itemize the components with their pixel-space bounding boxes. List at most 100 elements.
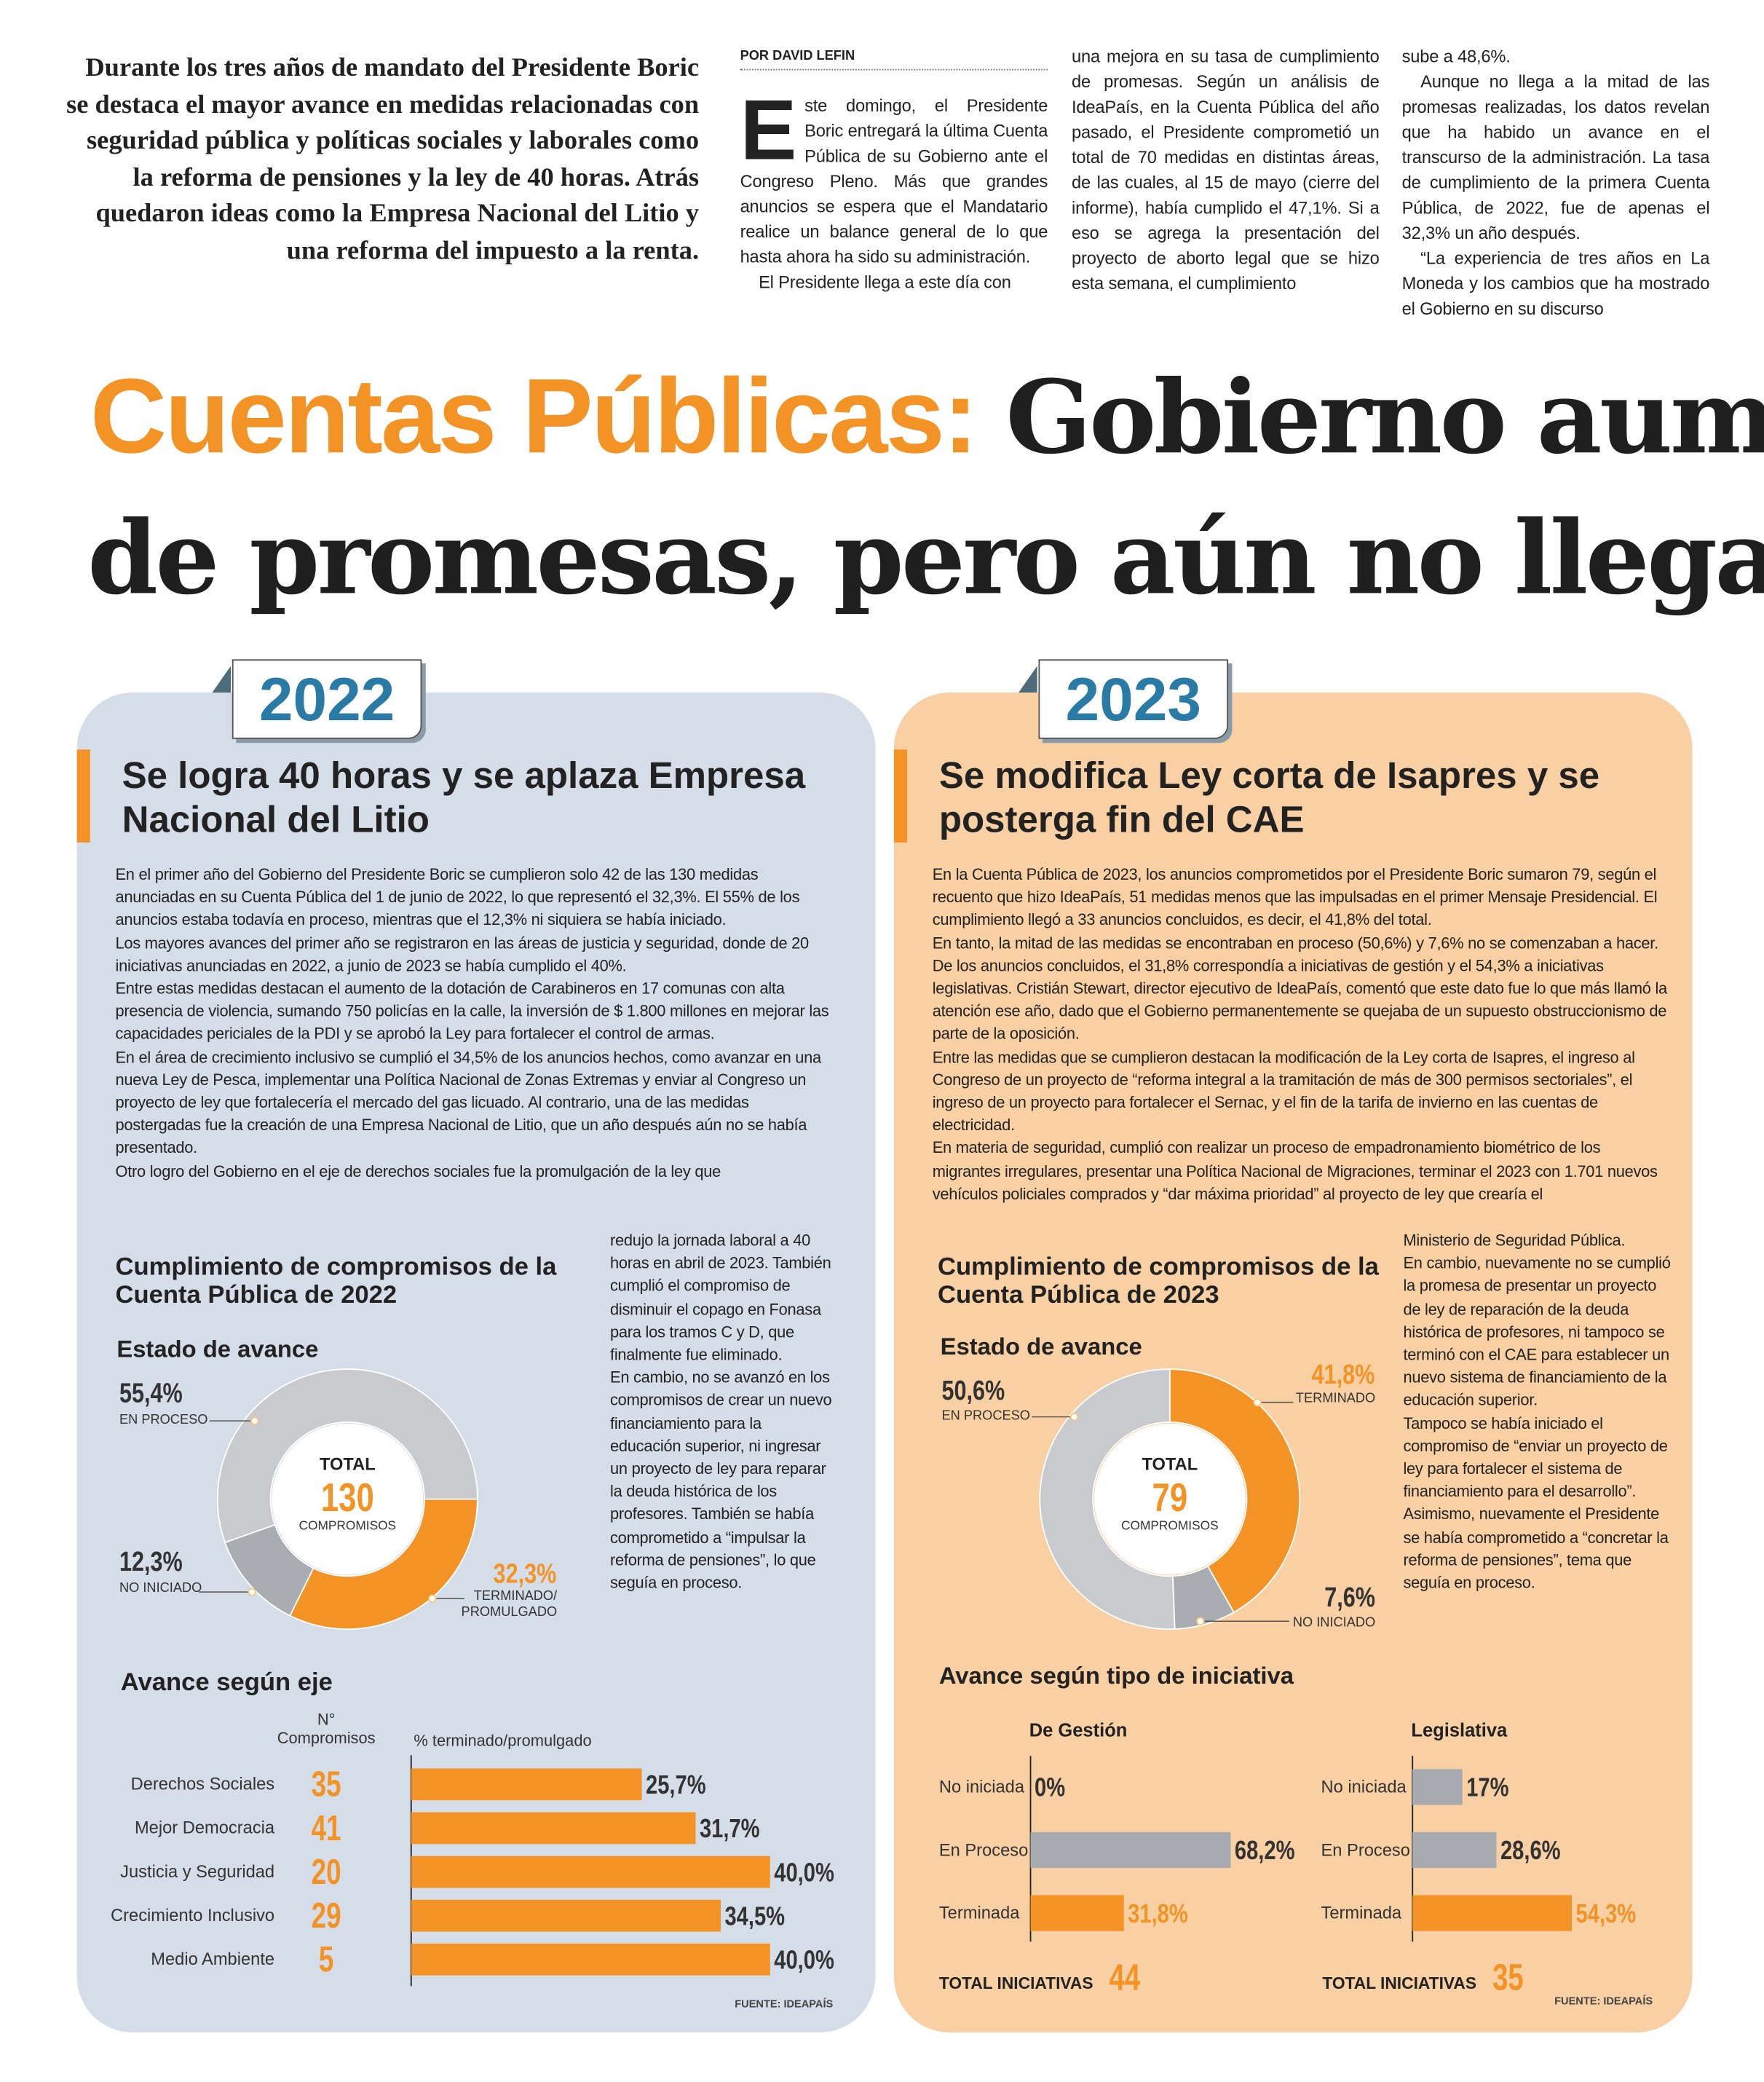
article-column: sube a 48,6%. Aunque no llega a la mitad … (1402, 44, 1710, 321)
value-label: 32,3% (371, 1560, 557, 1589)
accent-bar (893, 749, 908, 843)
bar (411, 1899, 721, 1932)
value-label-text: 12,3% (119, 1547, 183, 1578)
bar (411, 1943, 770, 1976)
total-unit: COMPROMISOS (1121, 1518, 1219, 1533)
bar (1030, 1895, 1124, 1931)
year-tab-fold (212, 666, 231, 693)
leader-dot (250, 1416, 259, 1425)
year-label: 2022 (232, 659, 422, 739)
paragraph: En cambio, nuevamente no se cumplió la p… (1403, 1253, 1671, 1410)
chart-subtitle: Estado de avance (116, 1336, 319, 1363)
chart-title: Avance según eje (120, 1668, 333, 1697)
section-title: Avance según tipo de iniciativa (938, 1662, 1294, 1689)
panel-sidebar: Ministerio de Seguridad Pública. En cambi… (1403, 1230, 1671, 1595)
total-label: TOTAL (1142, 1456, 1198, 1475)
count-value: 29 (312, 1896, 341, 1936)
paragraph: En la Cuenta Pública de 2023, los anunci… (932, 864, 1658, 930)
headline-text: Gobierno aum (1005, 358, 1764, 477)
series-header: % terminado/promulgado (414, 1731, 592, 1750)
headline-highlight: Cuentas Públicas: (90, 357, 978, 476)
chart-title: Cumplimiento de compromisos de la Cuenta… (938, 1253, 1379, 1310)
leader-dot (1070, 1413, 1079, 1421)
category-label: Mejor Democracia (134, 1817, 275, 1838)
value-label: 25,7% (646, 1770, 706, 1799)
bar (411, 1856, 770, 1888)
year-tab-fold (1019, 666, 1037, 693)
category-label: TERMINADO/ PROMULGADO (461, 1589, 558, 1620)
panel-heading: Se logra 40 horas y se aplaza Empresa Na… (122, 754, 806, 840)
chart-title: Cumplimiento de compromisos de la Cuenta… (115, 1253, 557, 1310)
category-label: En Proceso (938, 1839, 1029, 1860)
accent-bar (76, 749, 90, 843)
paragraph: En el primer año del Gobierno del Presid… (115, 864, 800, 930)
category-label: Medio Ambiente (151, 1949, 275, 1969)
value-label: 31,8% (1128, 1898, 1188, 1928)
paragraph: Otro logro del Gobierno en el eje de der… (115, 1162, 721, 1180)
value-label: 34,5% (724, 1901, 785, 1931)
total-unit: COMPROMISOS (299, 1518, 397, 1533)
total-value: 79 (1152, 1475, 1188, 1520)
category-label: Terminada (938, 1902, 1020, 1923)
panel-body: En la Cuenta Pública de 2023, los anunci… (933, 864, 1670, 1206)
paragraph: En tanto, la mitad de las medidas se enc… (932, 933, 1658, 953)
total-label: TOTAL INICIATIVAS (938, 1973, 1093, 1993)
panel-2022 (76, 692, 876, 2032)
leader-dot (1196, 1617, 1205, 1625)
value-label: 41,8% (1190, 1360, 1376, 1391)
donut-hole (272, 1423, 424, 1575)
value-label: 68,2% (1235, 1835, 1295, 1865)
total-value: 35 (1492, 1956, 1524, 1998)
paragraph: Tampoco se había iniciado el compromiso … (1403, 1413, 1669, 1593)
paragraph: sube a 48,6%. (1401, 46, 1511, 67)
total-label: TOTAL INICIATIVAS (1322, 1973, 1477, 1993)
chart-title: De Gestión (1029, 1719, 1128, 1741)
headline: de promesas, pero aún no llega (87, 498, 1764, 618)
panel-body: En el primer año del Gobierno del Presid… (115, 864, 834, 1183)
bar (1412, 1769, 1463, 1805)
value-label-text: 7,6% (1324, 1582, 1376, 1614)
series-header: N° Compromisos (277, 1710, 376, 1748)
value-label: 55,4% (119, 1379, 198, 1409)
source: FUENTE: IDEAPAÍS (735, 1998, 834, 2011)
panel-sidebar: redujo la jornada laboral a 40 horas en … (610, 1230, 833, 1595)
donut-segment (216, 1368, 478, 1544)
source: FUENTE: IDEAPAÍS (1554, 1995, 1653, 2008)
donut-hole (1093, 1423, 1246, 1575)
paragraph: Ministerio de Seguridad Pública. (1403, 1231, 1626, 1250)
panel-heading: Se modifica Ley corta de Isapres y se po… (938, 754, 1600, 840)
value-label: 12,3% (119, 1547, 198, 1578)
paragraph: Entre las medidas que se cumplieron dest… (932, 1047, 1635, 1135)
year-label: 2023 (1038, 659, 1228, 739)
paragraph: redujo la jornada laboral a 40 horas en … (610, 1231, 831, 1364)
value-label: 28,6% (1500, 1835, 1561, 1865)
deck: Durante los tres años de mandato del Pre… (66, 52, 700, 266)
total-label: TOTAL (320, 1456, 376, 1475)
count-value: 35 (312, 1765, 341, 1805)
value-label: 40,0% (774, 1944, 834, 1974)
chart-title: Legislativa (1411, 1719, 1508, 1741)
category-label: Derechos Sociales (130, 1773, 275, 1794)
value-label-text: 32,3% (494, 1558, 558, 1590)
chart-subtitle: Estado de avance (940, 1333, 1142, 1360)
category-label: No iniciada (1321, 1776, 1407, 1797)
paragraph: El Presidente llega a este día con (759, 272, 1011, 292)
bar (411, 1768, 642, 1801)
panel-2023 (893, 692, 1693, 2032)
paragraph: Los mayores avances del primer año se re… (115, 933, 809, 975)
category-label: NO INICIADO (119, 1581, 202, 1596)
leader-dot (1253, 1397, 1262, 1407)
paragraph: De los anuncios concluidos, el 31,8% cor… (932, 956, 1667, 1044)
paragraph: “La experiencia de tres años en La Moned… (1401, 248, 1710, 319)
category-label: TERMINADO (1295, 1392, 1376, 1407)
total-value: 130 (321, 1475, 374, 1520)
donut-segment (1168, 1368, 1301, 1614)
paragraph: En materia de seguridad, cumplió con rea… (932, 1138, 1658, 1204)
category-label: Terminada (1321, 1902, 1402, 1923)
paragraph: Este domingo, el Presidente Boric entreg… (740, 82, 1048, 267)
value-label-text: 41,8% (1312, 1360, 1376, 1391)
category-label: Justicia y Seguridad (120, 1861, 275, 1882)
value-label: 54,3% (1576, 1898, 1637, 1928)
